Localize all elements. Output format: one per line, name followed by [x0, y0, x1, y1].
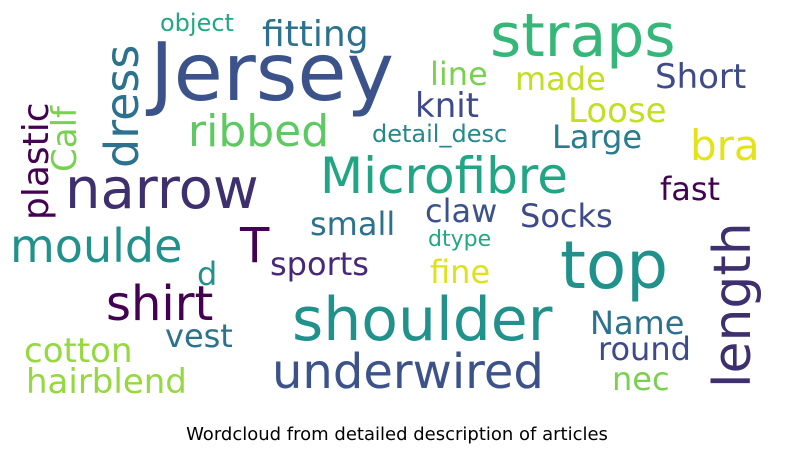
word-vest: vest	[165, 317, 233, 355]
word-sports: sports	[270, 245, 369, 283]
chart-title: Wordcloud from detailed description of a…	[186, 424, 608, 445]
word-name: Name	[590, 304, 684, 342]
word-underwired: underwired	[272, 344, 544, 400]
word-shirt: shirt	[106, 276, 213, 332]
word-plastic: plastic	[16, 102, 57, 220]
word-short: Short	[655, 57, 746, 97]
word-moulde: moulde	[10, 219, 182, 273]
word-round: round	[598, 330, 691, 368]
word-made: made	[515, 60, 606, 98]
word-fast: fast	[660, 170, 720, 208]
word-socks: Socks	[520, 197, 613, 235]
word-small: small	[310, 205, 395, 243]
word-fine: fine	[430, 253, 490, 291]
word-object: object	[160, 9, 234, 37]
word-straps: straps	[490, 1, 676, 71]
word-loose: Loose	[568, 91, 667, 131]
word-ribbed: ribbed	[188, 106, 329, 157]
word-hairblend: hairblend	[26, 362, 187, 402]
word-jersey: Jersey	[145, 26, 394, 119]
word-microfibre: Microfibre	[320, 147, 568, 205]
word-shoulder: shoulder	[292, 285, 553, 355]
word-top: top	[560, 227, 668, 304]
word-large: Large	[552, 118, 642, 156]
word-claw: claw	[425, 192, 497, 230]
word-nec: nec	[612, 360, 670, 398]
word-calf: Calf	[45, 105, 85, 172]
word-knit: knit	[415, 86, 479, 126]
word-length: length	[703, 222, 763, 388]
word-line: line	[430, 55, 488, 93]
word-d: d	[197, 255, 217, 293]
word-t: T	[239, 218, 270, 274]
word-dtype: dtype	[428, 227, 491, 252]
word-detail-desc: detail_desc	[372, 120, 507, 148]
word-cotton: cotton	[24, 331, 133, 371]
word-narrow: narrow	[65, 157, 259, 222]
word-fitting: fitting	[262, 14, 369, 55]
word-bra: bra	[690, 121, 760, 170]
word-dress: dress	[95, 45, 149, 168]
